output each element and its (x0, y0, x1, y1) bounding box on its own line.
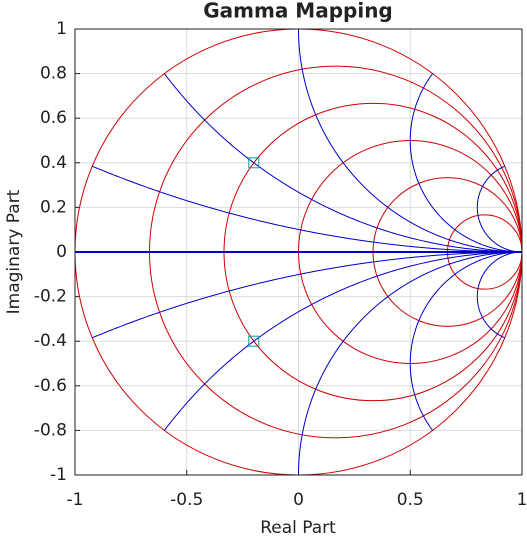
axes-box (74, 28, 523, 476)
y-tick-label: -0.2 (34, 287, 67, 307)
x-tick-label: 0.5 (397, 490, 424, 510)
y-tick-label: 0 (56, 242, 67, 262)
y-tick-label: 0.8 (40, 64, 67, 84)
x-tick-label: 1 (517, 490, 527, 510)
x-tick-label: -1 (67, 490, 84, 510)
y-tick-label: 0.6 (40, 108, 67, 128)
reactance-arc (476, 165, 522, 253)
y-axis-label: Imaginary Part (4, 189, 24, 314)
marker (248, 157, 260, 169)
y-tick-label: -0.8 (34, 420, 67, 440)
x-tick-label: -0.5 (170, 490, 203, 510)
reactance-arc (91, 251, 522, 339)
y-tick-label: 1 (56, 19, 67, 39)
y-tick-label: 0.2 (40, 197, 67, 217)
marker (248, 335, 260, 347)
y-tick-label: -0.4 (34, 331, 67, 351)
reactance-arc (409, 73, 522, 253)
reactance-arc (298, 29, 522, 253)
y-tick-label: -1 (50, 465, 67, 485)
x-axis-label: Real Part (260, 518, 336, 537)
x-tick-label: 0 (293, 490, 304, 510)
chart-title: Gamma Mapping (203, 0, 393, 23)
reactance-arc (409, 251, 522, 431)
y-tick-label: -0.6 (34, 376, 67, 396)
reactance-arc (164, 251, 522, 431)
reactance-arc (476, 251, 522, 339)
reactance-arc (164, 73, 522, 253)
reactance-arc (298, 251, 522, 475)
y-tick-label: 0.4 (40, 153, 67, 173)
reactance-arc (91, 165, 522, 253)
